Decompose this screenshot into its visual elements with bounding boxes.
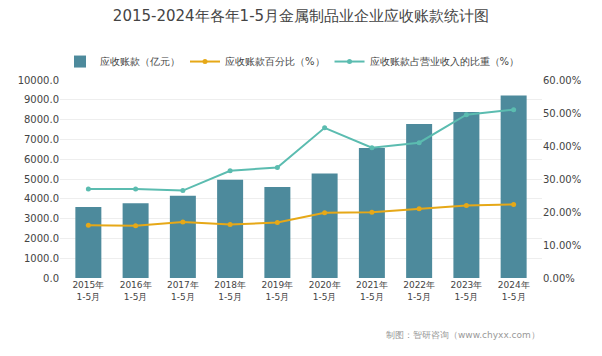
svg-text:10.00%: 10.00% [543,240,581,251]
svg-text:应收账款占营业收入的比重（%）: 应收账款占营业收入的比重（%） [370,56,520,67]
svg-text:20.00%: 20.00% [543,207,581,218]
svg-text:应收账款百分比（%）: 应收账款百分比（%） [225,56,325,67]
svg-text:8000.0: 8000.0 [24,114,59,125]
svg-text:10000.0: 10000.0 [18,75,59,86]
svg-text:1000.0: 1000.0 [24,253,59,264]
svg-text:7000.0: 7000.0 [24,134,59,145]
svg-text:2016年1-5月: 2016年1-5月 [120,280,152,302]
svg-text:50.00%: 50.00% [543,108,581,119]
svg-text:30.00%: 30.00% [543,174,581,185]
svg-text:2015-2024年各年1-5月金属制品业企业应收账款统计图: 2015-2024年各年1-5月金属制品业企业应收账款统计图 [113,7,489,25]
svg-text:5000.0: 5000.0 [24,174,59,185]
svg-text:2018年1-5月: 2018年1-5月 [214,280,246,302]
svg-text:2024年1-5月: 2024年1-5月 [498,280,530,302]
svg-text:4000.0: 4000.0 [24,193,59,204]
svg-text:0.00%: 0.00% [543,273,575,284]
svg-text:2020年1-5月: 2020年1-5月 [309,280,341,302]
svg-text:3000.0: 3000.0 [24,213,59,224]
svg-text:2023年1-5月: 2023年1-5月 [450,280,482,302]
svg-text:2021年1-5月: 2021年1-5月 [356,280,388,302]
svg-text:0.0: 0.0 [43,273,59,284]
svg-text:2019年1-5月: 2019年1-5月 [261,280,293,302]
svg-text:制图：智研咨询（www.chyxx.com）: 制图：智研咨询（www.chyxx.com） [386,330,540,340]
svg-text:2000.0: 2000.0 [24,233,59,244]
svg-text:9000.0: 9000.0 [24,94,59,105]
svg-text:2022年1-5月: 2022年1-5月 [403,280,435,302]
svg-text:6000.0: 6000.0 [24,154,59,165]
svg-text:应收账款（亿元）: 应收账款（亿元） [100,56,180,67]
svg-text:2015年1-5月: 2015年1-5月 [72,280,104,302]
svg-text:2017年1-5月: 2017年1-5月 [167,280,199,302]
svg-text:60.00%: 60.00% [543,75,581,86]
svg-text:40.00%: 40.00% [543,141,581,152]
